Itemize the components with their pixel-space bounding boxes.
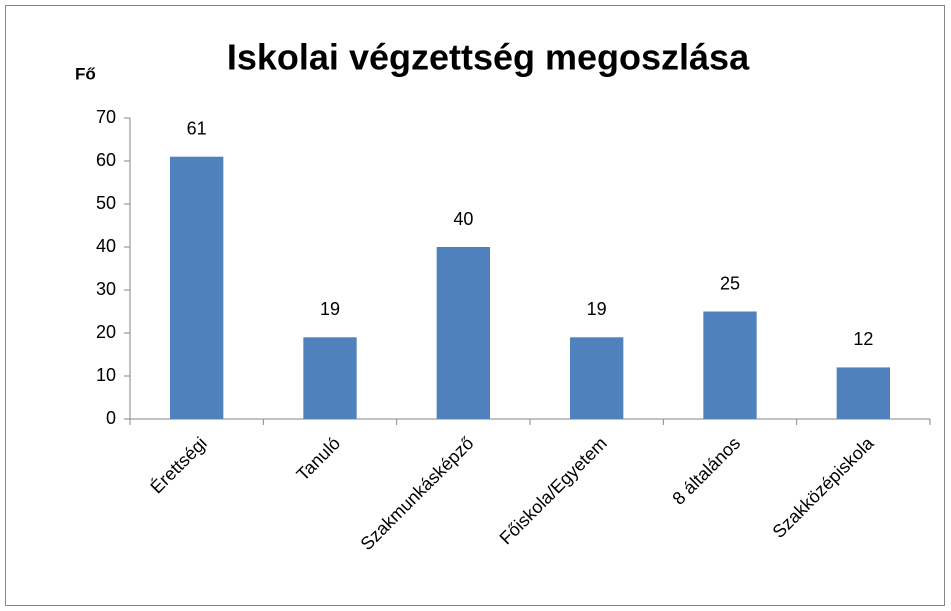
bar (570, 337, 624, 419)
bar (170, 156, 224, 419)
bar (303, 337, 357, 419)
y-tick-label: 70 (96, 107, 116, 127)
y-tick-label: 50 (96, 193, 116, 213)
y-tick-label: 30 (96, 279, 116, 299)
data-label: 25 (720, 273, 740, 293)
y-tick-label: 0 (106, 408, 116, 428)
bar (836, 367, 890, 419)
y-axis-label: Fő (75, 64, 96, 83)
data-label: 61 (187, 118, 207, 138)
y-tick-label: 60 (96, 150, 116, 170)
bar (703, 311, 757, 419)
y-tick-label: 10 (96, 365, 116, 385)
y-tick-label: 20 (96, 322, 116, 342)
data-label: 12 (853, 329, 873, 349)
data-label: 40 (453, 209, 473, 229)
data-label: 19 (320, 299, 340, 319)
chart-title: Iskolai végzettség megoszlása (227, 37, 750, 78)
y-tick-label: 40 (96, 236, 116, 256)
data-label: 19 (587, 299, 607, 319)
bar (436, 247, 490, 419)
